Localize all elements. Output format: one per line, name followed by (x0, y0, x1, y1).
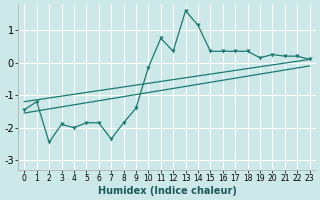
X-axis label: Humidex (Indice chaleur): Humidex (Indice chaleur) (98, 186, 236, 196)
